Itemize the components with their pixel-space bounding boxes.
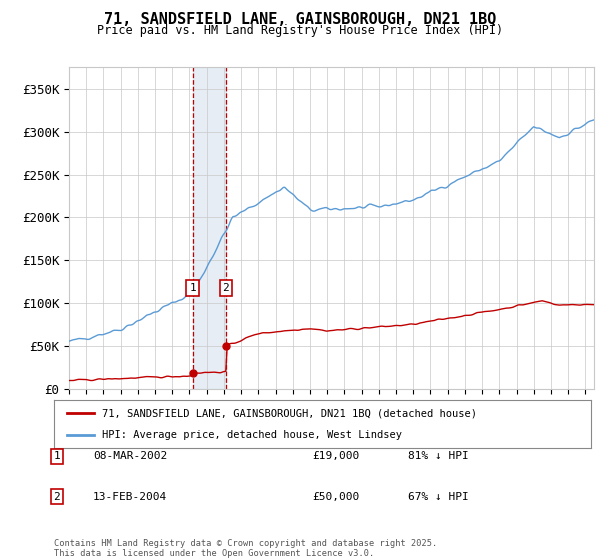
Text: 67% ↓ HPI: 67% ↓ HPI xyxy=(408,492,469,502)
Text: 08-MAR-2002: 08-MAR-2002 xyxy=(93,451,167,461)
Text: 13-FEB-2004: 13-FEB-2004 xyxy=(93,492,167,502)
Text: 71, SANDSFIELD LANE, GAINSBOROUGH, DN21 1BQ: 71, SANDSFIELD LANE, GAINSBOROUGH, DN21 … xyxy=(104,12,496,27)
Text: 2: 2 xyxy=(53,492,61,502)
Text: 1: 1 xyxy=(189,283,196,293)
Text: £50,000: £50,000 xyxy=(312,492,359,502)
Text: £19,000: £19,000 xyxy=(312,451,359,461)
Text: HPI: Average price, detached house, West Lindsey: HPI: Average price, detached house, West… xyxy=(103,430,403,440)
Text: 81% ↓ HPI: 81% ↓ HPI xyxy=(408,451,469,461)
Text: 1: 1 xyxy=(53,451,61,461)
Text: 2: 2 xyxy=(223,283,229,293)
Text: 71, SANDSFIELD LANE, GAINSBOROUGH, DN21 1BQ (detached house): 71, SANDSFIELD LANE, GAINSBOROUGH, DN21 … xyxy=(103,408,478,418)
Bar xyxy=(193,67,226,389)
Text: Contains HM Land Registry data © Crown copyright and database right 2025.
This d: Contains HM Land Registry data © Crown c… xyxy=(54,539,437,558)
Text: Price paid vs. HM Land Registry's House Price Index (HPI): Price paid vs. HM Land Registry's House … xyxy=(97,24,503,37)
